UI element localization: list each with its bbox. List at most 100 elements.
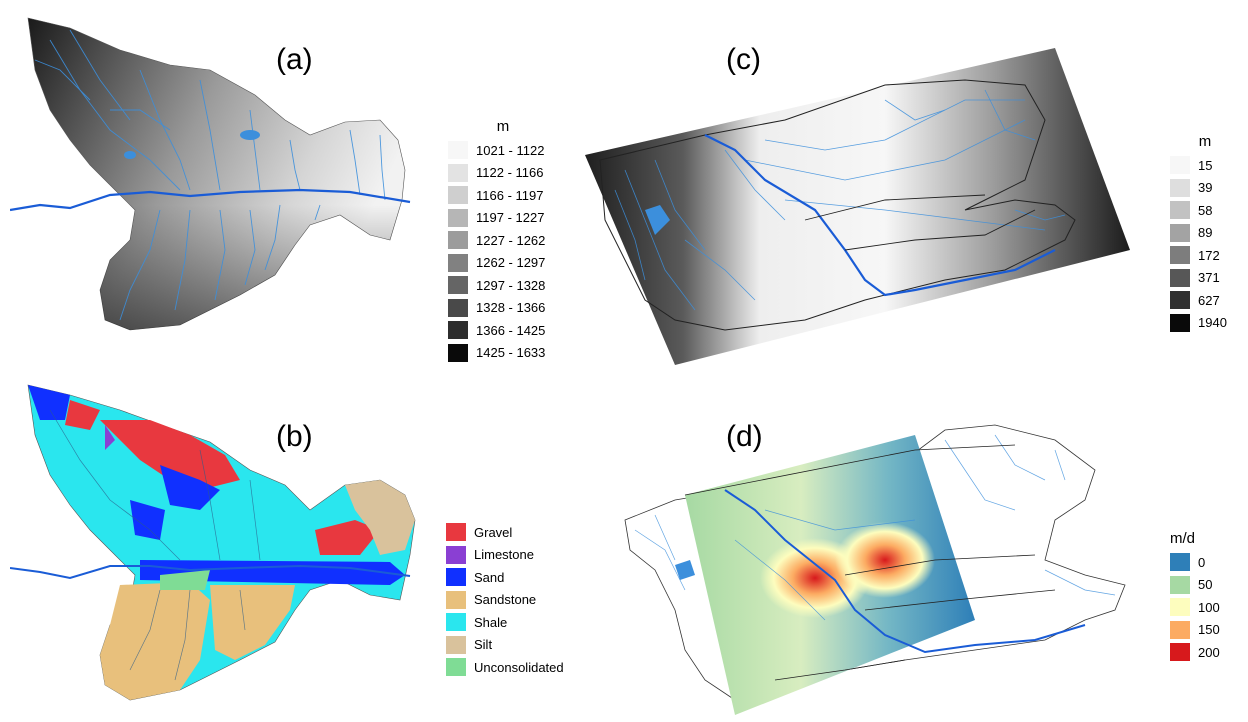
legend-c-row: 89 bbox=[1170, 222, 1240, 245]
legend-c-title: m bbox=[1198, 133, 1212, 150]
legend-b-row: Unconsolidated bbox=[446, 656, 596, 679]
legend-c: m 15 39 58 89 172 371 627 1940 bbox=[1170, 133, 1240, 334]
legend-a-row: 1122 - 1166 bbox=[448, 162, 558, 185]
legend-d-label: 0 bbox=[1198, 554, 1206, 570]
legend-d-swatch bbox=[1170, 575, 1190, 594]
panel-label-d: (d) bbox=[726, 420, 763, 453]
legend-a-label: 1197 - 1227 bbox=[476, 210, 545, 226]
legend-c-label: 58 bbox=[1198, 202, 1213, 218]
legend-a-label: 1227 - 1262 bbox=[476, 232, 546, 248]
legend-c-swatch bbox=[1170, 246, 1190, 265]
legend-a-swatch bbox=[448, 231, 468, 250]
legend-a-row: 1021 - 1122 bbox=[448, 139, 558, 162]
legend-b-label: Limestone bbox=[474, 547, 534, 563]
legend-a-label: 1328 - 1366 bbox=[476, 300, 546, 316]
legend-c-row: 1940 bbox=[1170, 312, 1240, 335]
legend-b-row: Silt bbox=[446, 634, 596, 657]
legend-c-row: 627 bbox=[1170, 289, 1240, 312]
legend-a-row: 1425 - 1633 bbox=[448, 342, 558, 365]
legend-a-swatch bbox=[448, 253, 468, 272]
legend-b-swatch bbox=[446, 568, 466, 587]
legend-c-row: 58 bbox=[1170, 199, 1240, 222]
legend-c-swatch bbox=[1170, 178, 1190, 197]
legend-b-label: Shale bbox=[474, 614, 508, 630]
legend-b-swatch bbox=[446, 658, 466, 677]
legend-d-title: m/d bbox=[1170, 530, 1196, 547]
legend-a-items: 1021 - 1122 1122 - 1166 1166 - 1197 1197 - … bbox=[448, 139, 558, 364]
legend-c-label: 39 bbox=[1198, 180, 1213, 196]
legend-b-swatch bbox=[446, 590, 466, 609]
legend-b-row: Sandstone bbox=[446, 589, 596, 612]
legend-a-label: 1297 - 1328 bbox=[476, 277, 546, 293]
legend-a-row: 1297 - 1328 bbox=[448, 274, 558, 297]
legend-c-row: 15 bbox=[1170, 154, 1240, 177]
main-river-b bbox=[10, 564, 411, 580]
legend-b-label: Gravel bbox=[474, 524, 513, 540]
legend-b-swatch bbox=[446, 613, 466, 632]
legend-d-label: 150 bbox=[1198, 622, 1220, 638]
legend-d-label: 50 bbox=[1198, 577, 1213, 593]
legend-b-swatch bbox=[446, 545, 466, 564]
legend-a-row: 1227 - 1262 bbox=[448, 229, 558, 252]
recharge-map-d bbox=[624, 424, 1126, 715]
legend-b-row: Sand bbox=[446, 566, 596, 589]
legend-a-swatch bbox=[448, 298, 468, 317]
panel-label-b: (b) bbox=[276, 420, 313, 453]
panel-label-a: (a) bbox=[276, 43, 313, 76]
legend-a-row: 1166 - 1197 bbox=[448, 184, 558, 207]
legend-c-items: 15 39 58 89 172 371 627 1940 bbox=[1170, 154, 1240, 334]
legend-a-row: 1328 - 1366 bbox=[448, 297, 558, 320]
legend-c-row: 371 bbox=[1170, 267, 1240, 290]
legend-c-row: 39 bbox=[1170, 177, 1240, 200]
legend-a-swatch bbox=[448, 163, 468, 182]
legend-a-swatch bbox=[448, 141, 468, 160]
legend-a-row: 1197 - 1227 bbox=[448, 207, 558, 230]
legend-c-label: 627 bbox=[1198, 292, 1220, 308]
legend-a-swatch bbox=[448, 321, 468, 340]
legend-a-label: 1021 - 1122 bbox=[476, 142, 545, 158]
legend-c-label: 15 bbox=[1198, 157, 1213, 173]
legend-b-label: Sandstone bbox=[474, 592, 537, 608]
legend-a-swatch bbox=[448, 186, 468, 205]
main-river-d bbox=[724, 489, 1086, 654]
legend-a: m 1021 - 1122 1122 - 1166 1166 - 1197 1197 … bbox=[448, 118, 558, 364]
legend-c-swatch bbox=[1170, 156, 1190, 175]
legend-b-row: Shale bbox=[446, 611, 596, 634]
legend-b-swatch bbox=[446, 635, 466, 654]
legend-a-swatch bbox=[448, 343, 468, 362]
legend-d-swatch bbox=[1170, 598, 1190, 617]
legend-d-row: 100 bbox=[1170, 596, 1240, 619]
legend-c-swatch bbox=[1170, 268, 1190, 287]
legend-b-row: Limestone bbox=[446, 544, 596, 567]
watershed-c bbox=[599, 79, 1076, 331]
legend-d-row: 150 bbox=[1170, 619, 1240, 642]
legend-d-row: 50 bbox=[1170, 574, 1240, 597]
elevation-map-c bbox=[585, 48, 1130, 365]
legend-c-swatch bbox=[1170, 313, 1190, 332]
legend-d: m/d 0 50 100 150 200 bbox=[1170, 530, 1240, 664]
legend-c-label: 1940 bbox=[1198, 315, 1227, 331]
legend-d-row: 0 bbox=[1170, 551, 1240, 574]
elevation-map-a bbox=[10, 17, 411, 331]
legend-b-items: Gravel Limestone Sand Sandstone Shale Silt Unc… bbox=[446, 521, 596, 679]
legend-d-swatch bbox=[1170, 643, 1190, 662]
legend-d-swatch bbox=[1170, 620, 1190, 639]
legend-a-label: 1425 - 1633 bbox=[476, 345, 546, 361]
legend-a-label: 1122 - 1166 bbox=[476, 165, 544, 181]
legend-b-row: Gravel bbox=[446, 521, 596, 544]
legend-b-swatch bbox=[446, 523, 466, 542]
legend-a-title: m bbox=[496, 118, 510, 135]
main-river-a bbox=[10, 188, 411, 212]
legend-d-swatch bbox=[1170, 553, 1190, 572]
legend-d-items: 0 50 100 150 200 bbox=[1170, 551, 1240, 664]
legend-c-label: 371 bbox=[1198, 270, 1220, 286]
legend-c-swatch bbox=[1170, 201, 1190, 220]
legend-c-swatch bbox=[1170, 223, 1190, 242]
legend-a-label: 1262 - 1297 bbox=[476, 255, 546, 271]
geology-map-b bbox=[10, 384, 416, 701]
legend-c-swatch bbox=[1170, 291, 1190, 310]
legend-b-label: Sand bbox=[474, 569, 505, 585]
legend-a-swatch bbox=[448, 276, 468, 295]
legend-c-row: 172 bbox=[1170, 244, 1240, 267]
legend-b: Gravel Limestone Sand Sandstone Shale Silt Unc… bbox=[446, 521, 596, 679]
